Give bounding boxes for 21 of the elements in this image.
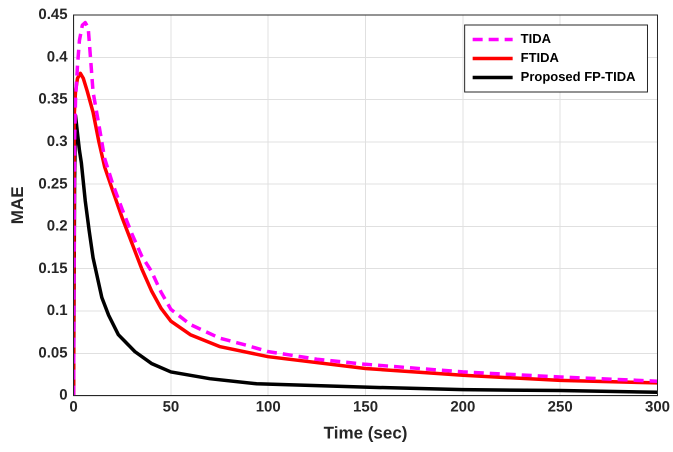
legend-label: TIDA: [520, 31, 552, 46]
y-tick-label: 0.1: [46, 302, 68, 320]
y-tick-label: 0.4: [46, 48, 68, 66]
y-tick-label: 0.25: [38, 175, 68, 192]
y-tick-label: 0.3: [46, 133, 68, 150]
y-axis-title: MAE: [8, 186, 27, 224]
y-tick-label: 0.05: [38, 344, 68, 362]
x-tick-label: 100: [256, 398, 281, 416]
legend-label: Proposed FP-TIDA: [520, 69, 636, 84]
y-tick-label: 0: [59, 386, 68, 404]
y-tick-label: 0.35: [38, 90, 68, 108]
legend-label: FTIDA: [520, 50, 560, 66]
y-tick-label: 0.45: [38, 6, 68, 24]
x-axis-title: Time (sec): [324, 423, 408, 442]
x-tick-label: 250: [548, 398, 573, 416]
x-tick-label: 150: [353, 398, 378, 416]
y-tick-label: 0.2: [46, 218, 68, 235]
x-tick-label: 50: [162, 398, 180, 416]
x-tick-label: 200: [450, 398, 476, 416]
x-tick-label: 300: [644, 398, 670, 416]
y-tick-label: 0.15: [38, 260, 68, 277]
